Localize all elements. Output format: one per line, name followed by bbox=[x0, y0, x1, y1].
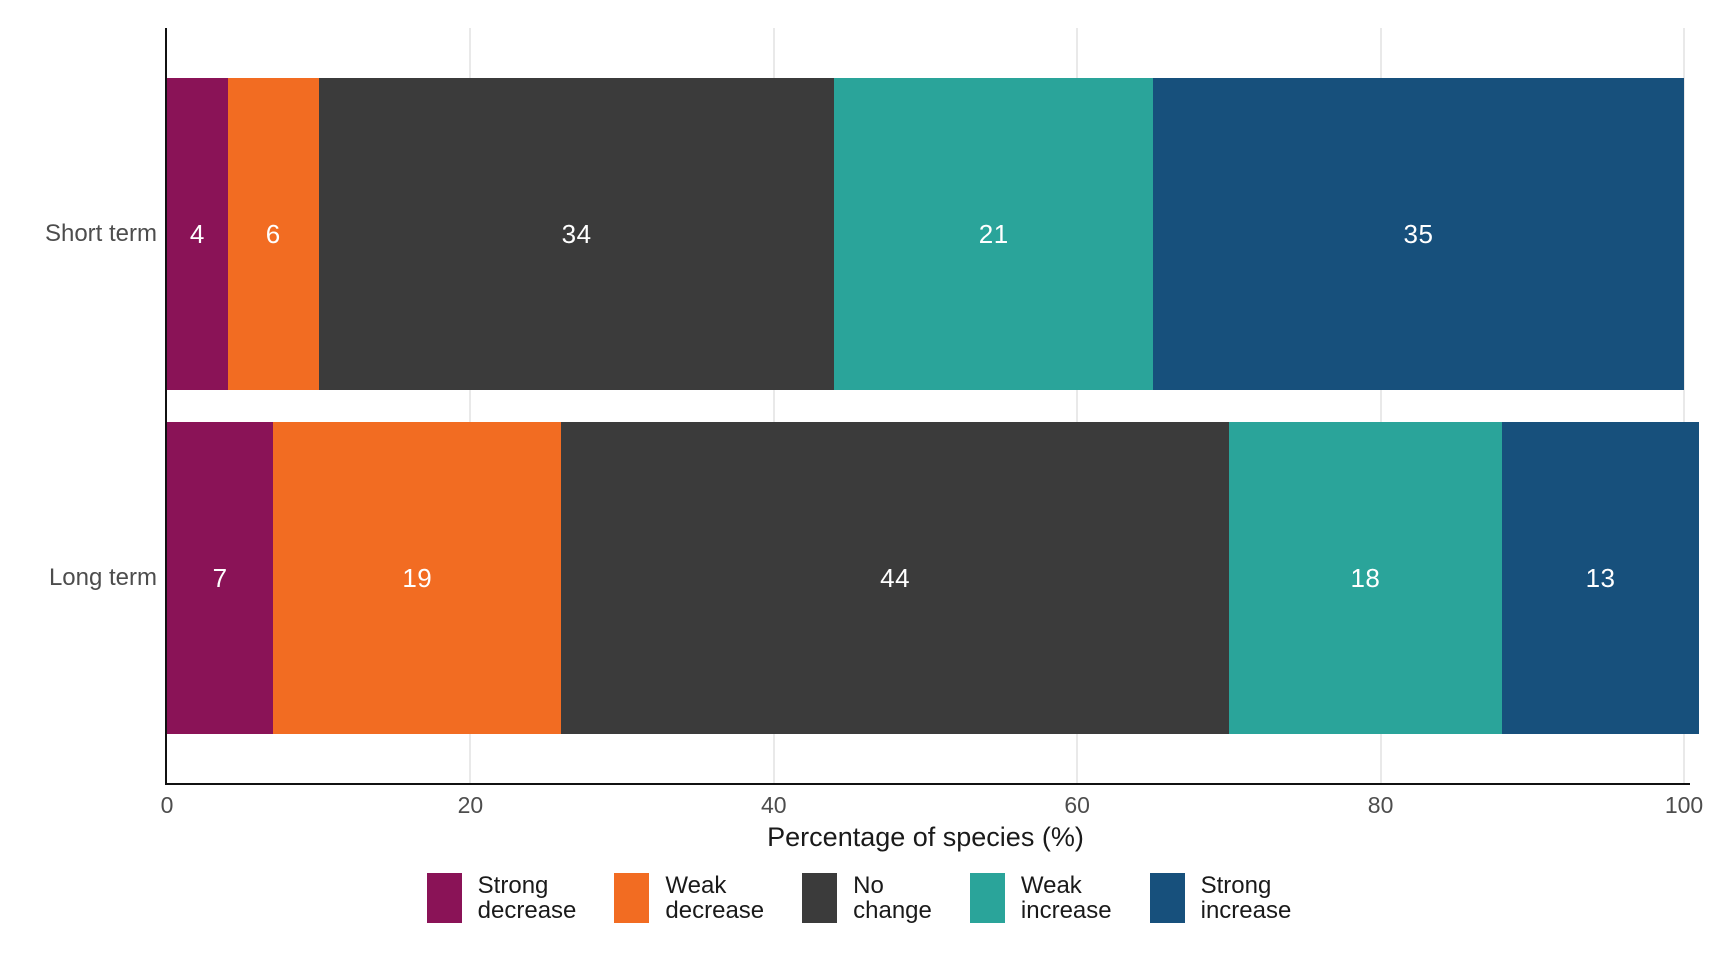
legend-label: Weak increase bbox=[1020, 872, 1112, 924]
bar-segment: 6 bbox=[227, 78, 319, 390]
legend-item: Strong decrease bbox=[426, 872, 577, 924]
bar-segment: 19 bbox=[273, 422, 562, 734]
x-axis-line bbox=[165, 783, 1690, 785]
bar-value-label: 21 bbox=[978, 218, 1009, 249]
bar-segment: 13 bbox=[1501, 422, 1700, 734]
category-label: Long term bbox=[48, 564, 157, 591]
bar-value-label: 19 bbox=[402, 562, 433, 593]
x-tick-label: 100 bbox=[1664, 792, 1704, 818]
legend-item: Weak increase bbox=[969, 872, 1112, 924]
bar-segment: 34 bbox=[318, 78, 835, 390]
legend: Strong decrease Weak decrease No change Weak in… bbox=[0, 873, 1718, 923]
bar-segment: 35 bbox=[1153, 78, 1684, 390]
bar-value-label: 18 bbox=[1350, 562, 1381, 593]
bar-value-label: 6 bbox=[265, 218, 281, 249]
legend-swatch bbox=[426, 873, 462, 923]
bar-segment: 44 bbox=[561, 422, 1229, 734]
gridline bbox=[772, 28, 775, 784]
gridline bbox=[469, 28, 472, 784]
bar-value-label: 13 bbox=[1585, 562, 1616, 593]
bar-value-label: 35 bbox=[1403, 218, 1434, 249]
y-axis-line bbox=[165, 28, 167, 785]
legend-swatch bbox=[802, 873, 838, 923]
gridline bbox=[1379, 28, 1382, 784]
bar-value-label: 34 bbox=[561, 218, 592, 249]
legend-label: No change bbox=[853, 872, 932, 924]
bar-segment: 18 bbox=[1228, 422, 1502, 734]
legend-item: Strong increase bbox=[1149, 872, 1292, 924]
x-tick-label: 0 bbox=[160, 792, 174, 818]
x-tick-label: 60 bbox=[1064, 792, 1090, 818]
legend-label: Strong decrease bbox=[477, 872, 577, 924]
bar-value-label: 7 bbox=[212, 562, 228, 593]
bar-value-label: 44 bbox=[880, 562, 911, 593]
legend-item: Weak decrease bbox=[614, 873, 764, 923]
legend-swatch bbox=[614, 873, 650, 923]
gridline bbox=[1683, 28, 1685, 784]
legend-swatch bbox=[1149, 873, 1185, 923]
x-tick-label: 80 bbox=[1367, 792, 1394, 818]
x-tick-label: 40 bbox=[761, 792, 787, 818]
legend-label: Strong increase bbox=[1200, 872, 1292, 924]
bar-segment: 7 bbox=[167, 422, 274, 734]
bar-segment: 4 bbox=[167, 78, 228, 390]
bar-segment: 21 bbox=[834, 78, 1154, 390]
gridline bbox=[1076, 28, 1079, 784]
category-label: Short term bbox=[44, 220, 157, 247]
legend-swatch bbox=[969, 873, 1005, 923]
legend-item: No change bbox=[802, 873, 932, 923]
x-axis-title: Percentage of species (%) bbox=[767, 822, 1084, 852]
bar-value-label: 4 bbox=[189, 218, 205, 249]
x-tick-label: 20 bbox=[457, 792, 484, 818]
legend-label: Weak decrease bbox=[665, 872, 765, 924]
